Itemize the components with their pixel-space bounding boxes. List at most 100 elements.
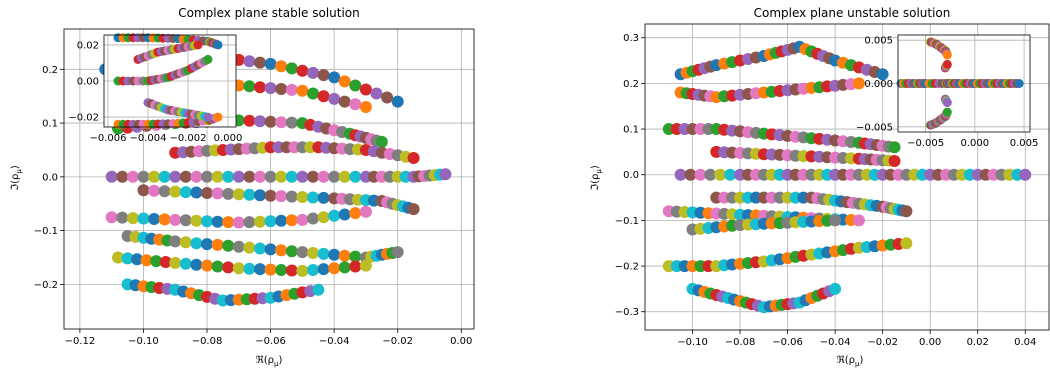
- data-point: [359, 101, 372, 113]
- data-point: [275, 83, 288, 95]
- data-point: [1019, 168, 1032, 181]
- y-tick-label: −0.3: [615, 307, 639, 318]
- data-point: [232, 216, 245, 229]
- data-point: [126, 170, 139, 183]
- data-point: [158, 213, 171, 226]
- data-point: [243, 241, 256, 254]
- data-point: [714, 168, 727, 181]
- inset-point: [203, 112, 213, 122]
- x-tick-label: −0.02: [867, 337, 898, 348]
- data-point: [190, 237, 203, 250]
- data-point: [169, 170, 182, 183]
- data-point: [407, 203, 420, 216]
- data-point: [264, 263, 277, 276]
- data-point: [275, 116, 288, 129]
- data-point: [105, 211, 118, 224]
- data-point: [349, 207, 362, 220]
- data-point: [296, 84, 309, 97]
- y-tick-label: −0.1: [615, 216, 639, 227]
- x-axis-label-stable: ℜ(ρμ): [256, 355, 283, 368]
- data-point: [254, 115, 266, 128]
- data-point: [317, 90, 330, 103]
- data-point: [150, 255, 163, 268]
- data-point: [264, 82, 277, 95]
- data-point: [359, 259, 372, 272]
- data-point: [338, 95, 351, 108]
- x-axis-label-unstable: ℜ(ρμ): [837, 355, 864, 368]
- data-point: [116, 211, 129, 224]
- points-unstable: [662, 40, 1032, 314]
- inset-point: [213, 40, 223, 50]
- data-point: [131, 253, 144, 266]
- x-tick-label: −0.12: [65, 336, 96, 347]
- data-point: [254, 170, 266, 183]
- data-point: [275, 264, 288, 276]
- data-point: [317, 170, 330, 183]
- data-point: [338, 170, 351, 183]
- data-point: [307, 247, 319, 259]
- data-point: [684, 168, 697, 181]
- data-point: [148, 170, 161, 183]
- data-point: [307, 87, 319, 100]
- x-tick-label: −0.04: [820, 337, 851, 348]
- data-point: [201, 215, 213, 228]
- data-point: [222, 187, 235, 200]
- y-tick-label: 0.1: [42, 119, 58, 130]
- data-point: [222, 216, 235, 229]
- inset-point: [213, 112, 223, 122]
- data-point: [275, 60, 288, 73]
- data-point: [169, 185, 182, 198]
- x-tick-label: −0.06: [772, 337, 803, 348]
- data-point: [338, 75, 351, 88]
- data-point: [307, 191, 319, 204]
- ticks-stable: −0.12 −0.10 −0.08 −0.06 −0.04 −0.02 0.00 −0.2 −0…: [34, 65, 473, 347]
- data-point: [285, 190, 298, 203]
- data-point: [328, 248, 341, 261]
- inset-frame: [103, 34, 237, 128]
- y-tick-label: 0.0: [42, 172, 58, 183]
- data-point: [296, 264, 309, 277]
- inset-x-tick-label: −0.002: [169, 133, 206, 144]
- data-point: [338, 261, 351, 274]
- y-tick-label: 0.3: [623, 33, 639, 44]
- data-point: [243, 188, 256, 201]
- data-point: [158, 170, 171, 183]
- data-point: [349, 98, 362, 111]
- data-point: [126, 212, 139, 225]
- chart-stable: Complex plane stable solution −0.12 −0.10…: [10, 6, 475, 368]
- y-tick-label: −0.2: [34, 280, 58, 291]
- data-point: [312, 283, 325, 296]
- inset-point: [203, 54, 213, 64]
- data-point: [169, 256, 182, 269]
- data-point: [275, 214, 288, 227]
- data-point: [317, 263, 330, 276]
- data-point: [232, 188, 245, 201]
- data-point: [264, 189, 277, 202]
- inset-y-tick-label: −0.005: [856, 122, 893, 133]
- data-point: [285, 264, 298, 277]
- data-point: [876, 68, 889, 81]
- y-axis-label-unstable: ℑ(ρμ): [590, 165, 603, 191]
- data-point: [338, 249, 351, 262]
- data-point: [275, 244, 288, 257]
- data-point: [254, 215, 266, 228]
- data-point: [328, 92, 341, 105]
- data-point: [381, 91, 394, 104]
- data-point: [391, 95, 404, 108]
- data-point: [674, 168, 687, 181]
- data-point: [254, 56, 266, 69]
- inset-x-tick-label: −0.006: [89, 133, 126, 144]
- data-point: [254, 263, 266, 276]
- data-point: [317, 247, 330, 260]
- inset-x-tick-label: −0.004: [129, 133, 166, 144]
- data-point: [190, 186, 203, 199]
- data-point: [349, 170, 362, 183]
- data-point: [285, 170, 298, 183]
- data-point: [275, 170, 288, 183]
- data-point: [105, 170, 118, 183]
- data-point: [852, 77, 865, 90]
- data-point: [211, 215, 224, 228]
- data-point: [704, 168, 717, 181]
- data-point: [190, 214, 203, 227]
